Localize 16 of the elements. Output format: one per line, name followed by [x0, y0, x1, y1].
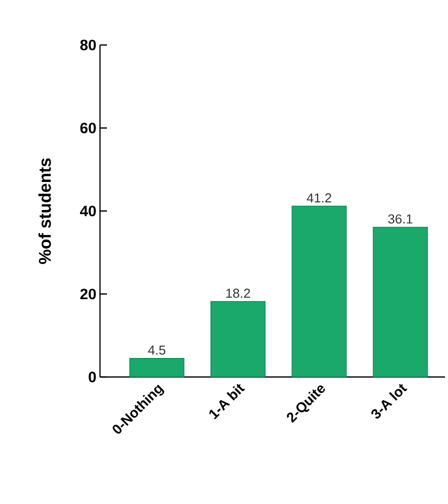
data-label: 36.1	[388, 214, 412, 224]
y-axis-title: %of students	[38, 158, 51, 264]
bar	[210, 301, 266, 378]
bar	[292, 206, 347, 378]
y-tick-label: 20	[80, 288, 96, 300]
y-tick-label: 40	[80, 206, 96, 216]
data-label: 18.2	[226, 288, 250, 298]
x-tick-label: 3-A lot	[371, 384, 408, 419]
data-label: 41.2	[306, 193, 332, 202]
bar	[372, 226, 428, 378]
bar	[129, 358, 184, 378]
x-tick-label: 1-A bit	[209, 384, 245, 420]
y-tick-label: 0	[88, 372, 96, 382]
y-tick-label: 60	[80, 122, 96, 134]
data-label: 4.5	[148, 346, 166, 355]
y-tick-label: 80	[80, 40, 96, 50]
